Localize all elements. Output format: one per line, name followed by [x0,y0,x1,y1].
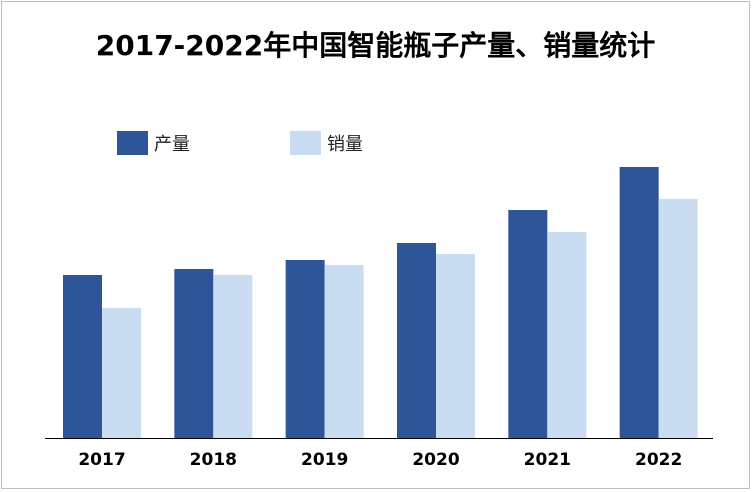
legend-item-production: 产量 [117,131,190,155]
bar-production-2020 [397,243,436,438]
x-tick-label-2020: 2020 [412,450,459,470]
bar-production-2019 [285,260,325,438]
legend-label-production: 产量 [154,134,190,155]
bar-sales-2017 [102,308,141,438]
x-tick-label-2019: 2019 [301,450,348,470]
bar-sales-2020 [436,254,475,438]
legend-swatch-production [117,131,148,155]
legend-swatch-sales [290,131,321,155]
x-tick-label-2021: 2021 [524,450,571,470]
bar-sales-2021 [547,232,587,438]
bar-production-2022 [619,167,659,438]
bar-sales-2019 [324,265,364,438]
legend-label-sales: 销量 [327,134,363,155]
x-tick-label-2018: 2018 [190,450,237,470]
chart-title: 2017-2022年中国智能瓶子产量、销量统计 [95,29,656,62]
bar-production-2017 [63,275,102,438]
bar-sales-2018 [213,275,253,438]
x-tick-label-2017: 2017 [78,450,125,470]
bar-production-2021 [508,210,548,438]
bar-production-2018 [174,269,214,438]
x-tick-label-2022: 2022 [635,450,682,470]
legend-item-sales: 销量 [290,131,363,155]
bar-sales-2022 [658,199,698,438]
